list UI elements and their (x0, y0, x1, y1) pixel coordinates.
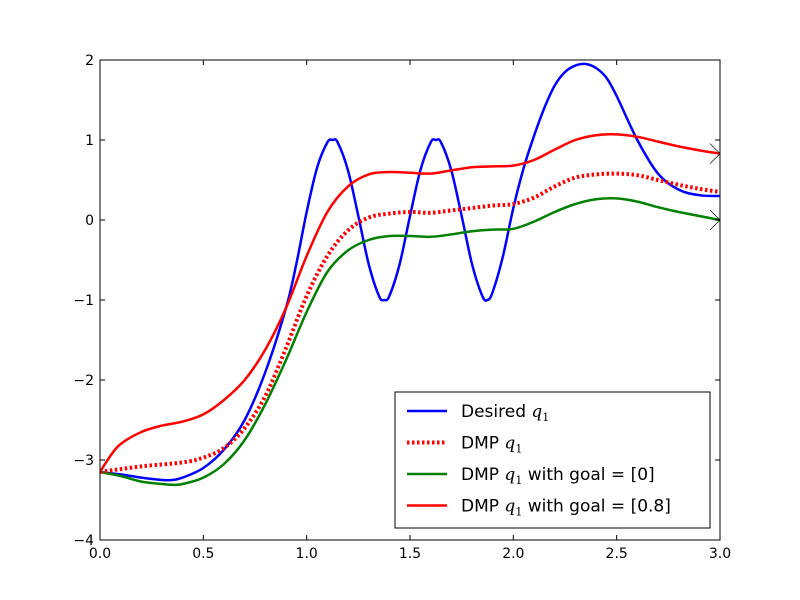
legend-label-subscript: 1 (515, 474, 522, 487)
series-line-1 (100, 171, 720, 474)
x-tick-label: 1.0 (296, 546, 318, 562)
legend-label-subscript: 1 (542, 411, 549, 424)
legend-label-text: Desired (461, 402, 531, 422)
y-tick-label: −2 (73, 373, 94, 389)
y-tick-label: −1 (73, 293, 94, 309)
legend-label-2: DMP q1 with goal = [0] (461, 465, 655, 487)
x-tick-label: 1.5 (399, 546, 421, 562)
y-tick-label: 1 (85, 133, 94, 149)
x-tick-label: 0.5 (192, 546, 214, 562)
y-tick-label: −3 (73, 453, 94, 469)
x-tick-label: 2.5 (606, 546, 628, 562)
legend-label-symbol: q (531, 402, 542, 422)
legend-label-0: Desired q1 (461, 402, 549, 424)
legend-box (394, 391, 711, 529)
legend-label-text: DMP (461, 434, 504, 454)
series-line-2 (100, 196, 720, 487)
legend-label-symbol: q (504, 465, 515, 485)
series-line-0 (100, 62, 720, 482)
legend-label-1: DMP q1 (461, 434, 522, 456)
ticks-layer: 0.0 0.5 1.0 1.5 2.0 2.5 3.0 −4 −3 −2 −1 0 1 2 (73, 53, 731, 562)
series-line-3 (100, 133, 720, 473)
y-tick-label: 2 (85, 53, 94, 69)
y-tick-label: 0 (85, 213, 94, 229)
x-tick-label: 0.0 (89, 546, 111, 562)
legend-label-suffix: with goal = [0] (522, 465, 654, 485)
legend-label-symbol: q (504, 497, 515, 517)
x-tick-label: 3.0 (709, 546, 731, 562)
legend-label-subscript: 1 (515, 443, 522, 456)
x-tick-label: 2.0 (502, 546, 524, 562)
legend-label-symbol: q (504, 434, 515, 454)
legend-label-text: DMP (461, 497, 504, 517)
legend-label-3: DMP q1 with goal = [0.8] (461, 497, 671, 519)
legend-label-text: DMP (461, 465, 504, 485)
series-layer (100, 62, 720, 487)
y-tick-label: −4 (73, 533, 94, 549)
legend-label-subscript: 1 (515, 506, 522, 519)
legend-label-suffix: with goal = [0.8] (522, 497, 671, 517)
